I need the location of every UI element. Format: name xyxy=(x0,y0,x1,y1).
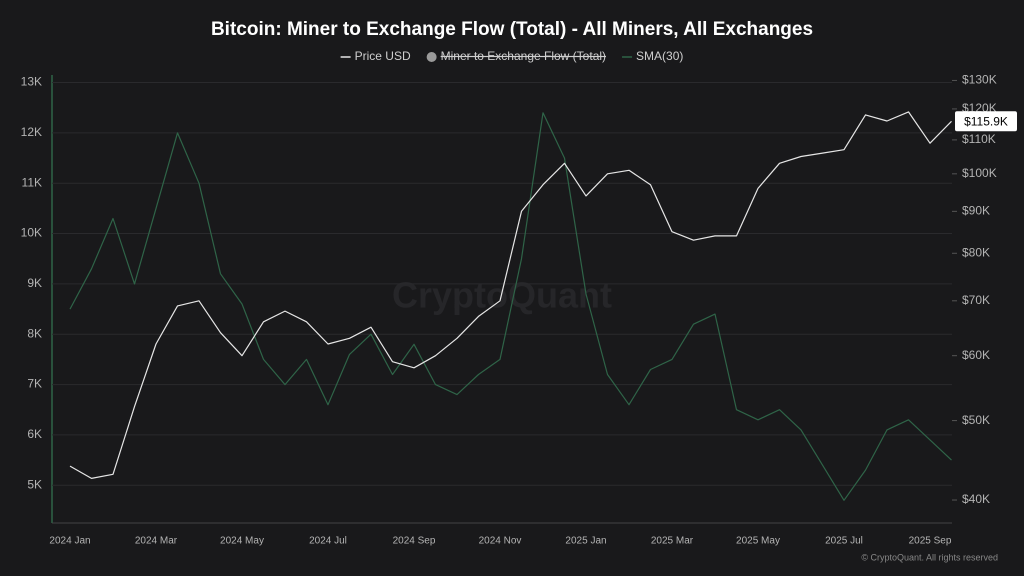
legend-swatch xyxy=(426,52,437,62)
series-line xyxy=(69,112,952,501)
y2-tick-label: $110K xyxy=(962,132,996,146)
legend-label[interactable]: SMA(30) xyxy=(636,49,683,63)
x-tick-label: 2025 Jul xyxy=(825,536,863,547)
price-badge-label: $115.9K xyxy=(964,114,1008,128)
y2-tick-label: $70K xyxy=(962,293,990,307)
y-tick-label: 13K xyxy=(21,75,42,89)
legend-label[interactable]: Price USD xyxy=(355,49,411,63)
y-tick-label: 11K xyxy=(22,175,42,189)
y-tick-label: 12K xyxy=(21,125,42,139)
x-tick-label: 2025 Jan xyxy=(565,536,606,547)
x-tick-label: 2024 Nov xyxy=(479,536,522,547)
y-tick-label: 9K xyxy=(27,276,42,290)
y2-tick-label: $50K xyxy=(962,413,990,427)
y2-tick-label: $60K xyxy=(962,348,990,362)
x-tick-label: 2024 Sep xyxy=(393,536,436,547)
x-tick-label: 2024 May xyxy=(220,536,264,547)
x-tick-label: 2024 Jul xyxy=(309,536,347,547)
x-tick-label: 2024 Mar xyxy=(135,536,178,547)
y2-tick-label: $90K xyxy=(962,204,990,218)
x-tick-label: 2024 Jan xyxy=(49,536,90,547)
x-tick-label: 2025 Sep xyxy=(909,536,952,547)
y2-tick-label: $40K xyxy=(962,492,990,506)
price-badge xyxy=(955,111,1017,132)
chart-title: Bitcoin: Miner to Exchange Flow (Total) … xyxy=(211,19,813,40)
y-tick-label: 10K xyxy=(21,226,42,240)
x-tick-label: 2025 May xyxy=(736,536,780,547)
legend-label[interactable]: Miner to Exchange Flow (Total) xyxy=(441,49,606,63)
series-line xyxy=(69,111,952,479)
y-tick-label: 7K xyxy=(27,377,42,391)
y-tick-label: 5K xyxy=(27,477,42,491)
y-tick-label: 8K xyxy=(27,326,42,340)
y2-tick-label: $80K xyxy=(962,245,990,259)
y2-tick-label: $130K xyxy=(962,73,997,87)
y2-tick-label: $100K xyxy=(962,166,997,180)
footer: © CryptoQuant. All rights reserved xyxy=(861,552,998,562)
x-tick-label: 2025 Mar xyxy=(651,536,694,547)
y-tick-label: 6K xyxy=(27,427,42,441)
